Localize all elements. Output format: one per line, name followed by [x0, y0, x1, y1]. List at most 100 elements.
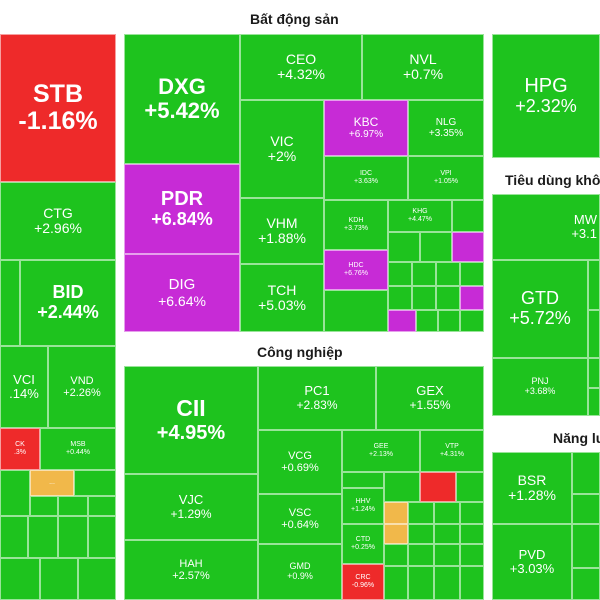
stock-tile-unlabeled[interactable]: [588, 260, 600, 310]
stock-tile-unlabeled[interactable]: [58, 496, 88, 516]
stock-tile-vic[interactable]: VIC +2%: [240, 100, 324, 198]
stock-tile-collapsed[interactable]: ...: [30, 470, 74, 496]
stock-tile-ceo[interactable]: CEO +4.32%: [240, 34, 362, 100]
stock-tile-unlabeled[interactable]: [412, 286, 436, 310]
stock-tile-unlabeled[interactable]: [460, 502, 484, 524]
stock-tile-unlabeled[interactable]: [572, 568, 600, 600]
stock-tile-stb[interactable]: STB -1.16%: [0, 34, 116, 182]
stock-tile-unlabeled[interactable]: [74, 470, 116, 496]
stock-tile-unlabeled[interactable]: [384, 472, 420, 502]
stock-tile-unlabeled[interactable]: [588, 388, 600, 416]
stock-tile-unlabeled[interactable]: [460, 524, 484, 544]
stock-tile-unlabeled[interactable]: [420, 232, 452, 262]
stock-tile-pvd[interactable]: PVD +3.03%: [492, 524, 572, 600]
stock-tile-ctg[interactable]: CTG +2.96%: [0, 182, 116, 260]
stock-tile-unlabeled[interactable]: [452, 200, 484, 232]
stock-tile-unlabeled[interactable]: [460, 566, 484, 600]
stock-tile-msb[interactable]: MSB +0.44%: [40, 428, 116, 470]
stock-tile-unlabeled[interactable]: [572, 494, 600, 524]
stock-tile-unlabeled[interactable]: [88, 496, 116, 516]
stock-tile-gex[interactable]: GEX +1.55%: [376, 366, 484, 430]
stock-tile-hhv[interactable]: HHV +1.24%: [342, 488, 384, 524]
stock-tile-unlabeled[interactable]: [388, 262, 412, 286]
stock-tile-unlabeled[interactable]: [572, 524, 600, 568]
stock-tile-unlabeled[interactable]: [588, 358, 600, 388]
stock-tile-unlabeled[interactable]: [388, 310, 416, 332]
stock-tile-unlabeled[interactable]: [572, 452, 600, 494]
stock-tile-unlabeled[interactable]: [412, 262, 436, 286]
stock-tile-ck[interactable]: CK .3%: [0, 428, 40, 470]
stock-tile-unlabeled[interactable]: [438, 310, 460, 332]
stock-tile-unlabeled[interactable]: [324, 290, 388, 332]
stock-tile-unlabeled[interactable]: [40, 558, 78, 600]
stock-tile-unlabeled[interactable]: [408, 566, 434, 600]
stock-tile-pc1[interactable]: PC1 +2.83%: [258, 366, 376, 430]
stock-tile-mwg[interactable]: MW +3.1: [492, 194, 600, 260]
stock-tile-unlabeled[interactable]: [456, 472, 484, 502]
stock-tile-bsr[interactable]: BSR +1.28%: [492, 452, 572, 524]
stock-tile-unlabeled[interactable]: [58, 516, 88, 558]
stock-tile-crc[interactable]: CRC -0.96%: [342, 564, 384, 600]
stock-tile-unlabeled[interactable]: [388, 286, 412, 310]
stock-tile-hdc[interactable]: HDC +6.76%: [324, 250, 388, 290]
stock-tile-nvl[interactable]: NVL +0.7%: [362, 34, 484, 100]
stock-tile-unlabeled[interactable]: [388, 232, 420, 262]
stock-tile-unlabeled[interactable]: [408, 502, 434, 524]
stock-tile-dig[interactable]: DIG +6.64%: [124, 254, 240, 332]
stock-tile-vnd[interactable]: VND +2.26%: [48, 346, 116, 428]
stock-tile-vsc[interactable]: VSC +0.64%: [258, 494, 342, 544]
stock-tile-unlabeled[interactable]: [0, 516, 28, 558]
stock-tile-hpg[interactable]: HPG +2.32%: [492, 34, 600, 158]
stock-tile-unlabeled[interactable]: [460, 262, 484, 286]
stock-tile-kdh[interactable]: KDH +3.73%: [324, 200, 388, 250]
stock-tile-gtd[interactable]: GTD +5.72%: [492, 260, 588, 358]
stock-tile-unlabeled[interactable]: [434, 566, 460, 600]
stock-tile-cii[interactable]: CII +4.95%: [124, 366, 258, 474]
stock-tile-unlabeled[interactable]: [420, 472, 456, 502]
stock-tile-unlabeled[interactable]: [436, 286, 460, 310]
stock-tile-unlabeled[interactable]: [384, 566, 408, 600]
stock-tile-unlabeled[interactable]: [452, 232, 484, 262]
stock-tile-vpi[interactable]: VPI +1.05%: [408, 156, 484, 200]
stock-tile-hah[interactable]: HAH +2.57%: [124, 540, 258, 600]
stock-tile-unlabeled[interactable]: [0, 260, 20, 346]
stock-tile-bid[interactable]: BID +2.44%: [20, 260, 116, 346]
stock-tile-unlabeled[interactable]: [342, 472, 384, 488]
stock-tile-ctd[interactable]: CTD +0.25%: [342, 524, 384, 564]
stock-tile-unlabeled[interactable]: [460, 544, 484, 566]
stock-tile-unlabeled[interactable]: [460, 286, 484, 310]
stock-tile-unlabeled[interactable]: [434, 502, 460, 524]
stock-tile-unlabeled[interactable]: [460, 310, 484, 332]
stock-tile-unlabeled[interactable]: [0, 558, 40, 600]
stock-tile-unlabeled[interactable]: [408, 524, 434, 544]
stock-tile-unlabeled[interactable]: [434, 544, 460, 566]
stock-tile-unlabeled[interactable]: [0, 470, 30, 516]
stock-tile-unlabeled[interactable]: [408, 544, 434, 566]
stock-tile-unlabeled[interactable]: [30, 496, 58, 516]
stock-tile-tch[interactable]: TCH +5.03%: [240, 264, 324, 332]
stock-tile-unlabeled[interactable]: [384, 524, 408, 544]
stock-tile-unlabeled[interactable]: [88, 516, 116, 558]
stock-tile-pnj[interactable]: PNJ +3.68%: [492, 358, 588, 416]
stock-tile-unlabeled[interactable]: [436, 262, 460, 286]
stock-tile-vhm[interactable]: VHM +1.88%: [240, 198, 324, 264]
stock-tile-nlg[interactable]: NLG +3.35%: [408, 100, 484, 156]
stock-tile-unlabeled[interactable]: [78, 558, 116, 600]
stock-tile-pdr[interactable]: PDR +6.84%: [124, 164, 240, 254]
stock-tile-unlabeled[interactable]: [384, 544, 408, 566]
stock-tile-dxg[interactable]: DXG +5.42%: [124, 34, 240, 164]
stock-tile-gee[interactable]: GEE +2.13%: [342, 430, 420, 472]
stock-tile-idc[interactable]: IDC +3.63%: [324, 156, 408, 200]
stock-tile-vcg[interactable]: VCG +0.69%: [258, 430, 342, 494]
stock-tile-kbc[interactable]: KBC +6.97%: [324, 100, 408, 156]
stock-tile-unlabeled[interactable]: [434, 524, 460, 544]
stock-tile-unlabeled[interactable]: [416, 310, 438, 332]
stock-tile-vtp[interactable]: VTP +4.31%: [420, 430, 484, 472]
stock-tile-unlabeled[interactable]: [588, 310, 600, 358]
stock-tile-gmd[interactable]: GMD +0.9%: [258, 544, 342, 600]
stock-tile-vjc[interactable]: VJC +1.29%: [124, 474, 258, 540]
stock-tile-unlabeled[interactable]: [384, 502, 408, 524]
stock-tile-khg[interactable]: KHG +4.47%: [388, 200, 452, 232]
stock-tile-unlabeled[interactable]: [28, 516, 58, 558]
stock-tile-vci[interactable]: VCI .14%: [0, 346, 48, 428]
